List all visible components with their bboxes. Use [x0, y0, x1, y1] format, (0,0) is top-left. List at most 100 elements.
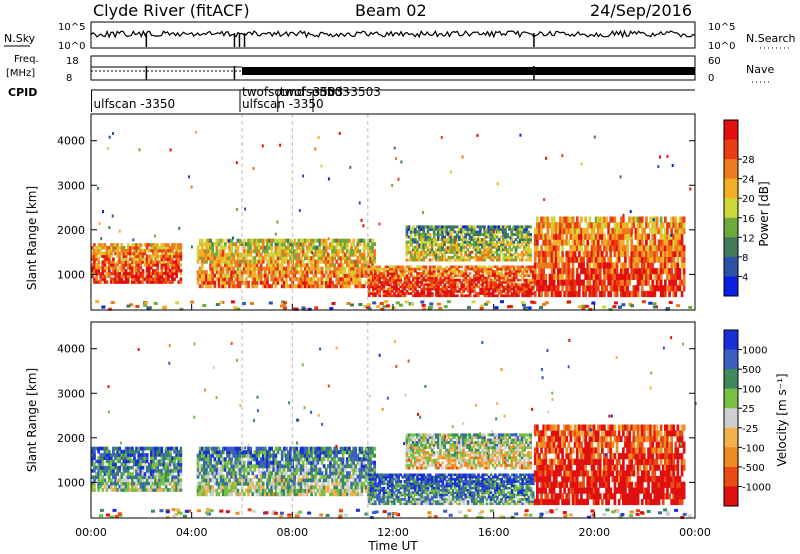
heat-cell [474, 240, 478, 244]
colorbar-swatch [724, 217, 738, 238]
heat-cell [414, 285, 417, 289]
heat-cell [603, 233, 606, 240]
heat-cell [196, 467, 200, 472]
heat-cell [232, 488, 236, 493]
heat-cell [270, 284, 273, 289]
heat-cell [354, 266, 358, 271]
heat-cell [270, 259, 273, 264]
heat-cell [251, 492, 255, 497]
heat-cell [346, 256, 349, 261]
heat-cell [255, 273, 259, 278]
heat-cell [133, 251, 136, 256]
heat-cell [122, 266, 126, 270]
heat-cell [458, 243, 461, 247]
heat-cell [230, 242, 233, 247]
heat-cell [430, 294, 434, 298]
heat-cell [464, 258, 467, 262]
heat-cell [434, 248, 438, 252]
heat-cell [346, 249, 349, 254]
heat-cell [122, 449, 126, 454]
heat-cell [557, 262, 560, 269]
heat-cell [291, 256, 294, 261]
heat-cell [198, 446, 202, 451]
heat-cell [428, 276, 432, 280]
heat-cell [527, 287, 531, 291]
heat-cell [152, 271, 155, 276]
heat-cell [497, 253, 501, 257]
heat-cell [230, 252, 233, 257]
heat-cell [203, 474, 206, 479]
heat-cell [487, 285, 491, 289]
heat-cell [498, 267, 501, 271]
heat-cell [561, 239, 564, 246]
heat-cell [447, 248, 451, 252]
heat-cell [166, 246, 170, 250]
heat-cell [211, 492, 215, 497]
heat-cell [314, 273, 318, 278]
heat-cell [337, 252, 341, 257]
heat-cell [266, 238, 269, 243]
heat-cell [122, 254, 126, 258]
heat-cell [668, 279, 671, 286]
heat-cell [470, 281, 474, 284]
heat-cell [249, 242, 252, 247]
heat-cell [489, 250, 493, 254]
heat-cell [418, 243, 421, 247]
heat-cell [137, 280, 141, 284]
heat-cell [559, 256, 562, 263]
heat-cell [371, 256, 374, 261]
heat-cell [634, 273, 638, 280]
heat-scatter [302, 174, 305, 178]
heat-cell [506, 225, 509, 229]
heat-scatter [360, 218, 363, 222]
heat-cell [420, 225, 423, 229]
heat-cell [619, 233, 623, 240]
heat-cell [158, 446, 162, 451]
heat-cell [529, 258, 532, 262]
heat-cell [661, 245, 665, 252]
heat-cell [173, 246, 176, 250]
heat-cell [531, 265, 535, 269]
heat-cell [407, 240, 411, 244]
heat-cell [649, 268, 652, 275]
heat-cell [110, 251, 113, 256]
heat-cell [485, 240, 488, 244]
heat-cell [247, 263, 250, 268]
heat-ground [215, 303, 220, 306]
heat-cell [632, 268, 636, 275]
heat-cell [502, 240, 505, 244]
heat-cell [434, 250, 438, 254]
heat-cell [224, 256, 227, 261]
heat-scatter [446, 246, 449, 250]
heat-cell [491, 253, 495, 257]
heat-ground [581, 304, 586, 308]
heat-cell [518, 225, 522, 229]
heat-cell [350, 249, 353, 254]
heat-cell [114, 456, 117, 460]
heat-cell [141, 472, 145, 476]
heat-cell [139, 456, 143, 460]
heat-cell [462, 276, 466, 280]
heat-cell [154, 449, 157, 454]
heat-cell [245, 453, 248, 458]
heat-cell [584, 268, 587, 275]
heat-cell [416, 290, 419, 293]
heat-cell [451, 245, 455, 249]
heat-cell [412, 285, 415, 289]
heat-cell [596, 239, 600, 246]
heat-cell [455, 240, 459, 244]
heat-cell [386, 281, 390, 284]
heat-cell [678, 279, 682, 286]
heat-cell [213, 242, 217, 247]
heat-cell [649, 256, 652, 263]
heat-cell [378, 294, 381, 298]
heat-cell [166, 274, 170, 279]
heat-cell [607, 256, 610, 263]
heat-cell [632, 245, 636, 252]
heat-cell [458, 290, 461, 293]
heat-cell [561, 227, 564, 235]
heat-cell [424, 272, 428, 275]
heat-cell [293, 273, 297, 278]
heat-cell [510, 240, 514, 244]
heat-cell [179, 243, 183, 247]
